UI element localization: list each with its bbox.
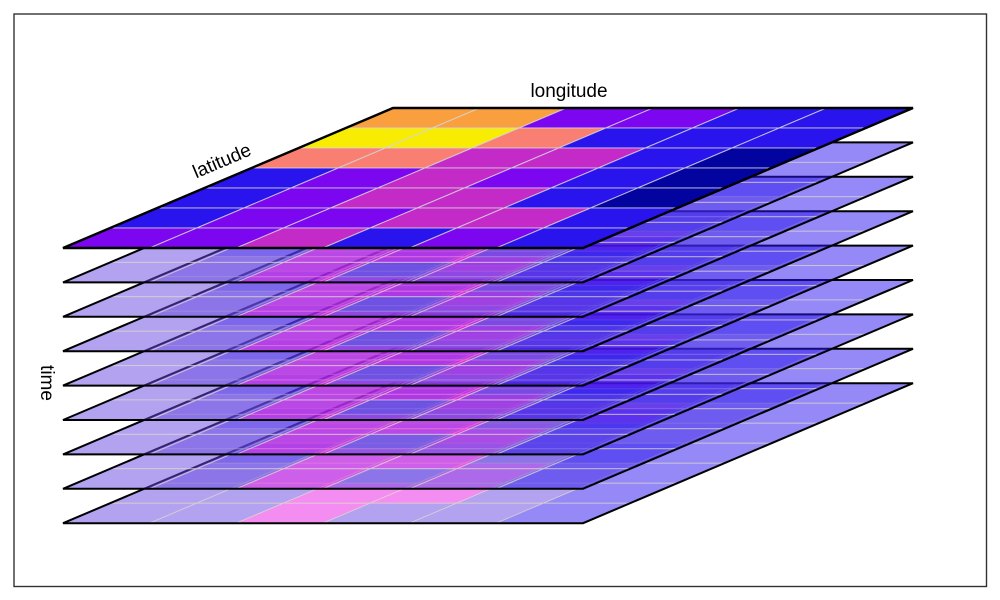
time-slice-stack xyxy=(62,106,914,525)
time-slice-layer-0 xyxy=(62,106,914,250)
figure-frame xyxy=(13,13,988,588)
layer-outline xyxy=(62,106,914,250)
time-axis-label: time xyxy=(36,365,57,401)
longitude-axis-label: longitude xyxy=(530,81,607,102)
